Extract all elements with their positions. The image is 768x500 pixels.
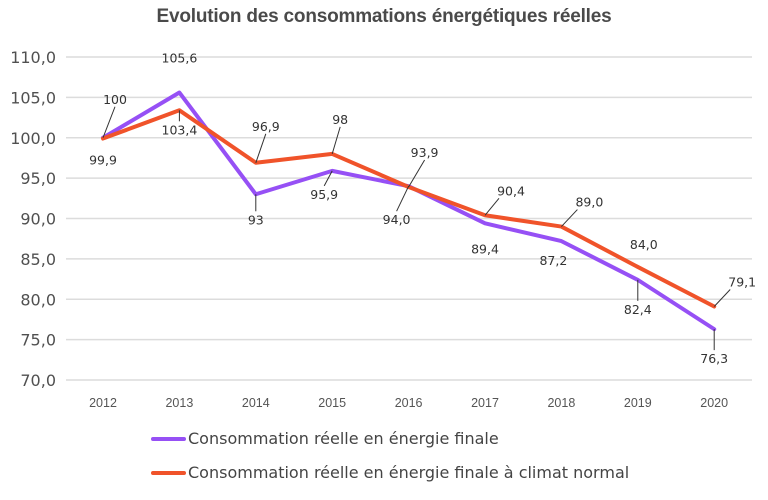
x-tick-label: 2016 — [395, 396, 423, 410]
y-axis: 70,0 75,0 80,0 85,0 90,0 95,0 100,0 105,0 110,0 — [10, 48, 56, 390]
data-label: 98 — [332, 112, 348, 127]
data-labels: 100 105,6 93 95,9 94,0 89,4 87,2 82,4 76,3 99,9 10… — [89, 51, 756, 367]
leader-line — [561, 209, 578, 227]
y-tick-label: 85,0 — [20, 250, 56, 269]
data-label: 89,0 — [575, 195, 603, 210]
data-label: 84,0 — [630, 237, 658, 252]
y-tick-label: 70,0 — [20, 371, 56, 390]
x-tick-label: 2014 — [242, 396, 270, 410]
legend-item-climat-normal: Consommation réelle en énergie finale à … — [151, 463, 629, 482]
data-label: 100 — [103, 92, 127, 107]
legend-label: Consommation réelle en énergie finale à … — [188, 463, 630, 482]
data-label: 93,9 — [411, 145, 439, 160]
data-label: 82,4 — [624, 302, 652, 317]
y-tick-label: 105,0 — [10, 88, 56, 107]
leader-line — [408, 159, 426, 188]
y-tick-label: 100,0 — [10, 129, 56, 148]
x-tick-label: 2012 — [89, 396, 117, 410]
leader-line — [331, 126, 341, 155]
data-label: 89,4 — [471, 241, 499, 256]
data-label: 99,9 — [89, 153, 117, 168]
data-label: 94,0 — [383, 212, 411, 227]
x-tick-label: 2019 — [624, 396, 652, 410]
data-label: 76,3 — [700, 351, 728, 366]
data-label: 90,4 — [497, 183, 525, 198]
y-tick-label: 95,0 — [20, 169, 56, 188]
y-tick-label: 80,0 — [20, 290, 56, 309]
data-label: 96,9 — [252, 119, 280, 134]
x-tick-label: 2020 — [700, 396, 728, 410]
legend-label: Consommation réelle en énergie finale — [188, 429, 499, 448]
y-tick-label: 75,0 — [20, 331, 56, 350]
data-label: 87,2 — [539, 253, 567, 268]
data-label: 103,4 — [162, 122, 198, 137]
data-label: 79,1 — [728, 275, 756, 290]
data-label: 93 — [248, 212, 264, 227]
leader-line — [102, 106, 116, 138]
x-tick-label: 2015 — [318, 396, 346, 410]
legend-swatch-purple — [151, 436, 186, 441]
leader-line — [255, 133, 267, 163]
chart-title: Evolution des consommations énergétiques… — [156, 6, 612, 27]
leader-line — [323, 170, 333, 187]
x-axis: 2012 2013 2014 2015 2016 2017 2018 2019 2020 — [89, 396, 728, 410]
legend-item-energie-finale: Consommation réelle en énergie finale — [151, 429, 499, 448]
leader-line — [713, 289, 731, 307]
legend-swatch-orange — [151, 470, 186, 475]
x-tick-label: 2018 — [547, 396, 575, 410]
series-line-climat-normal — [101, 108, 717, 309]
y-tick-label: 90,0 — [20, 210, 56, 229]
x-tick-label: 2017 — [471, 396, 499, 410]
data-label: 95,9 — [310, 187, 338, 202]
x-tick-label: 2013 — [165, 396, 193, 410]
y-tick-label: 110,0 — [10, 48, 56, 67]
leader-line — [396, 185, 410, 212]
data-label: 105,6 — [162, 51, 198, 66]
leader-line — [484, 197, 500, 216]
